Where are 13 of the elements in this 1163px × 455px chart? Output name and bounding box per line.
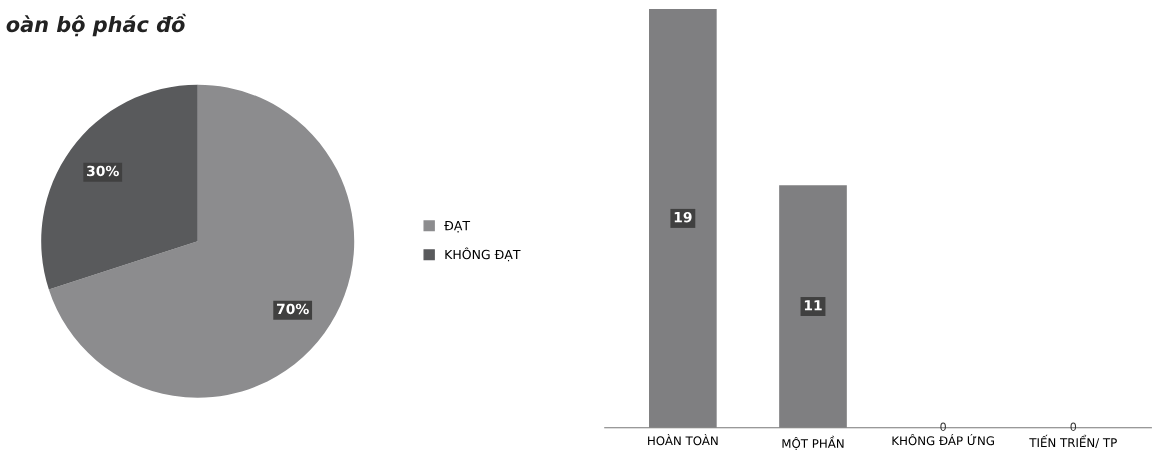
x-tick-label: TIẾN TRIỂN/ TP — [1029, 434, 1117, 449]
legend-label: KHÔNG ĐẠT — [445, 247, 521, 262]
data-label: 30% — [87, 165, 119, 177]
x-tick-label: HOÀN TOÀN — [648, 434, 718, 446]
data-label: 0 — [940, 422, 946, 431]
chart-title: oàn bộ phác đồ — [6, 13, 187, 37]
x-tick-label: KHÔNG ĐÁP ỨNG — [892, 434, 994, 446]
legend-label: ĐẠT — [444, 221, 471, 233]
data-label: 0 — [1070, 422, 1077, 431]
data-label: 11 — [804, 300, 822, 311]
data-label: 70% — [276, 303, 309, 315]
x-tick-label: MỘT PHẦN — [782, 435, 844, 450]
data-label: 19 — [674, 211, 692, 223]
